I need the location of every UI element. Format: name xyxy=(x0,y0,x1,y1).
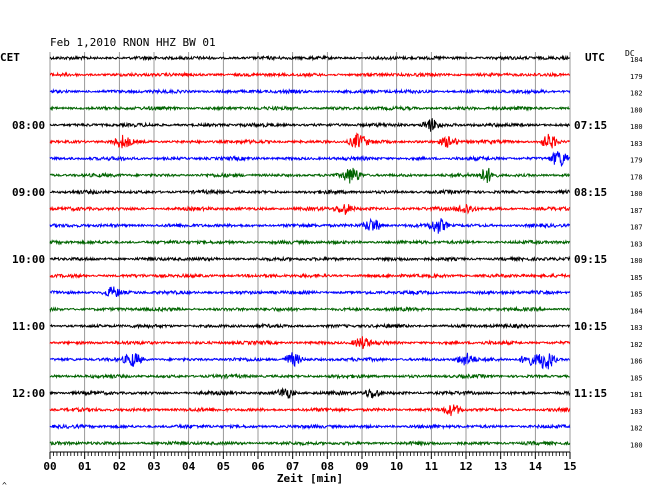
x-tick-label: 13 xyxy=(494,460,507,473)
x-tick-label: 06 xyxy=(251,460,265,473)
trace-row-10 xyxy=(49,217,571,234)
trace-row-22 xyxy=(49,423,571,431)
cet-label: 08:00 xyxy=(12,119,45,132)
dc-value: 183 xyxy=(630,240,643,248)
dc-value: 186 xyxy=(630,358,643,366)
dc-value: 180 xyxy=(630,106,643,114)
trace-row-21 xyxy=(49,404,571,417)
x-tick-label: 01 xyxy=(78,460,92,473)
utc-label: 11:15 xyxy=(574,387,607,400)
minute-gridlines xyxy=(49,52,571,452)
trace-row-11 xyxy=(49,238,571,246)
x-axis: 00 01 02 03 04 05 06 07 08 09 10 11 12 13 14 15 xyxy=(43,451,577,473)
trace-row-20 xyxy=(49,386,571,400)
x-tick-label: 04 xyxy=(182,460,196,473)
trace-row-19 xyxy=(49,373,570,380)
trace-row-9 xyxy=(49,203,571,215)
trace-row-5 xyxy=(49,132,571,149)
dc-value: 182 xyxy=(630,90,643,98)
x-tick-label: 03 xyxy=(147,460,160,473)
dc-value: 184 xyxy=(630,307,643,315)
trace-row-2 xyxy=(49,88,571,95)
dc-value: 182 xyxy=(630,341,643,349)
utc-label: 08:15 xyxy=(574,186,607,199)
dc-value: 179 xyxy=(630,157,643,165)
utc-label: 09:15 xyxy=(574,253,607,266)
dc-value: 180 xyxy=(630,123,643,131)
dc-value: 187 xyxy=(630,207,643,215)
dc-value: 185 xyxy=(630,274,643,282)
dc-value: 182 xyxy=(630,425,643,433)
dc-value: 187 xyxy=(630,224,643,232)
cet-hour-labels: 08:00 09:00 10:00 11:00 12:00 xyxy=(12,119,45,400)
trace-row-13 xyxy=(49,272,571,280)
dc-value: 183 xyxy=(630,140,643,148)
utc-label: 07:15 xyxy=(574,119,607,132)
trace-row-15 xyxy=(49,305,570,313)
trace-row-4 xyxy=(49,118,571,132)
x-tick-label: 11 xyxy=(425,460,439,473)
right-timezone-label: UTC xyxy=(585,51,605,64)
cet-label: 12:00 xyxy=(12,387,45,400)
dc-value: 183 xyxy=(630,324,643,332)
x-tick-label: 09 xyxy=(355,460,368,473)
dc-value: 185 xyxy=(630,291,643,299)
trace-row-1 xyxy=(49,71,571,79)
trace-row-8 xyxy=(50,188,571,196)
x-tick-label: 10 xyxy=(390,460,403,473)
dc-label: DC xyxy=(625,49,635,58)
x-tick-label: 15 xyxy=(563,460,576,473)
x-tick-label: 02 xyxy=(113,460,126,473)
x-tick-label: 14 xyxy=(529,460,543,473)
cet-label: 09:00 xyxy=(12,186,45,199)
trace-row-6 xyxy=(49,151,571,167)
cet-label: 11:00 xyxy=(12,320,45,333)
x-tick-label: 05 xyxy=(217,460,230,473)
x-tick-label: 12 xyxy=(459,460,472,473)
dc-value-labels: 184 179 182 180 180 183 179 178 180 187 187 183 180 1… xyxy=(630,56,643,449)
utc-hour-labels: 07:15 08:15 09:15 10:15 11:15 xyxy=(574,119,607,400)
chart-title: Feb 1,2010 RNON HHZ BW 01 xyxy=(50,36,216,49)
trace-row-0 xyxy=(49,54,571,62)
trace-row-23 xyxy=(49,440,571,447)
dc-value: 183 xyxy=(630,408,643,416)
trace-row-17 xyxy=(49,336,571,350)
x-tick-label: 08 xyxy=(321,460,334,473)
trace-row-16 xyxy=(49,322,571,330)
trace-row-18 xyxy=(49,352,570,370)
x-tick-label: 07 xyxy=(286,460,299,473)
trace-group xyxy=(49,54,571,447)
footer-mark: ^ xyxy=(2,481,7,490)
dc-value: 181 xyxy=(630,391,643,399)
dc-value: 178 xyxy=(630,173,643,181)
trace-row-7 xyxy=(49,167,571,184)
dc-value: 184 xyxy=(630,56,643,64)
cet-label: 10:00 xyxy=(12,253,45,266)
dc-value: 185 xyxy=(630,374,643,382)
dc-value: 180 xyxy=(630,257,643,265)
utc-label: 10:15 xyxy=(574,320,607,333)
trace-row-14 xyxy=(49,286,571,298)
dc-value: 180 xyxy=(630,190,643,198)
dc-value: 180 xyxy=(630,441,643,449)
dc-value: 179 xyxy=(630,73,643,81)
x-tick-label: 00 xyxy=(43,460,56,473)
trace-row-12 xyxy=(49,255,571,263)
trace-row-3 xyxy=(49,104,571,112)
left-timezone-label: CET xyxy=(0,51,20,64)
x-axis-label: Zeit [min] xyxy=(277,472,343,485)
